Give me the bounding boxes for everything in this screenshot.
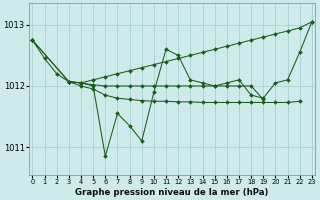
X-axis label: Graphe pression niveau de la mer (hPa): Graphe pression niveau de la mer (hPa)	[76, 188, 269, 197]
